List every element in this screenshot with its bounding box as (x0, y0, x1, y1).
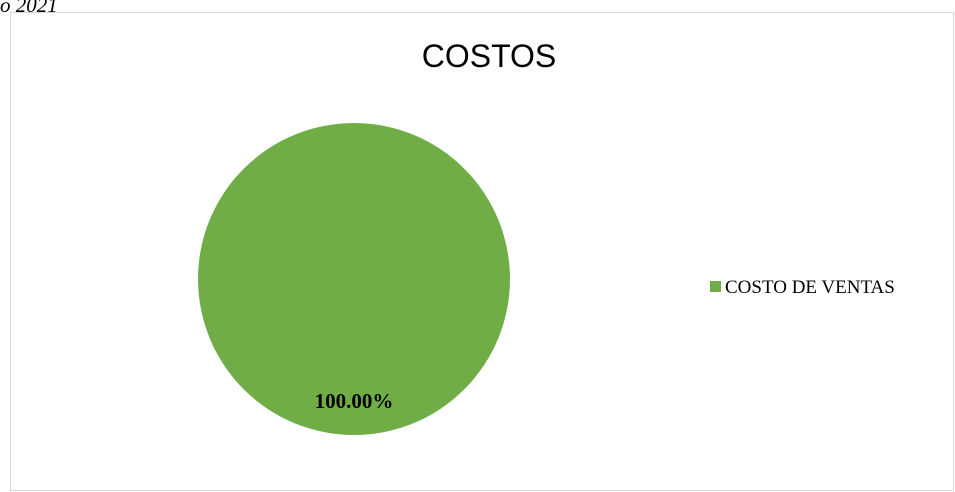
legend-swatch (710, 281, 721, 292)
chart-title: COSTOS (422, 38, 557, 74)
pie-chart: COSTOS 100.00% COSTO DE VENTAS (198, 38, 895, 435)
data-label: 100.00% (315, 389, 394, 413)
data-labels: 100.00% (315, 389, 394, 413)
pie-slices (198, 123, 510, 435)
pie-slice (198, 123, 510, 435)
legend-label: COSTO DE VENTAS (725, 277, 895, 298)
chart-frame: COSTOS 100.00% COSTO DE VENTAS (10, 12, 954, 491)
legend: COSTO DE VENTAS (710, 277, 895, 298)
